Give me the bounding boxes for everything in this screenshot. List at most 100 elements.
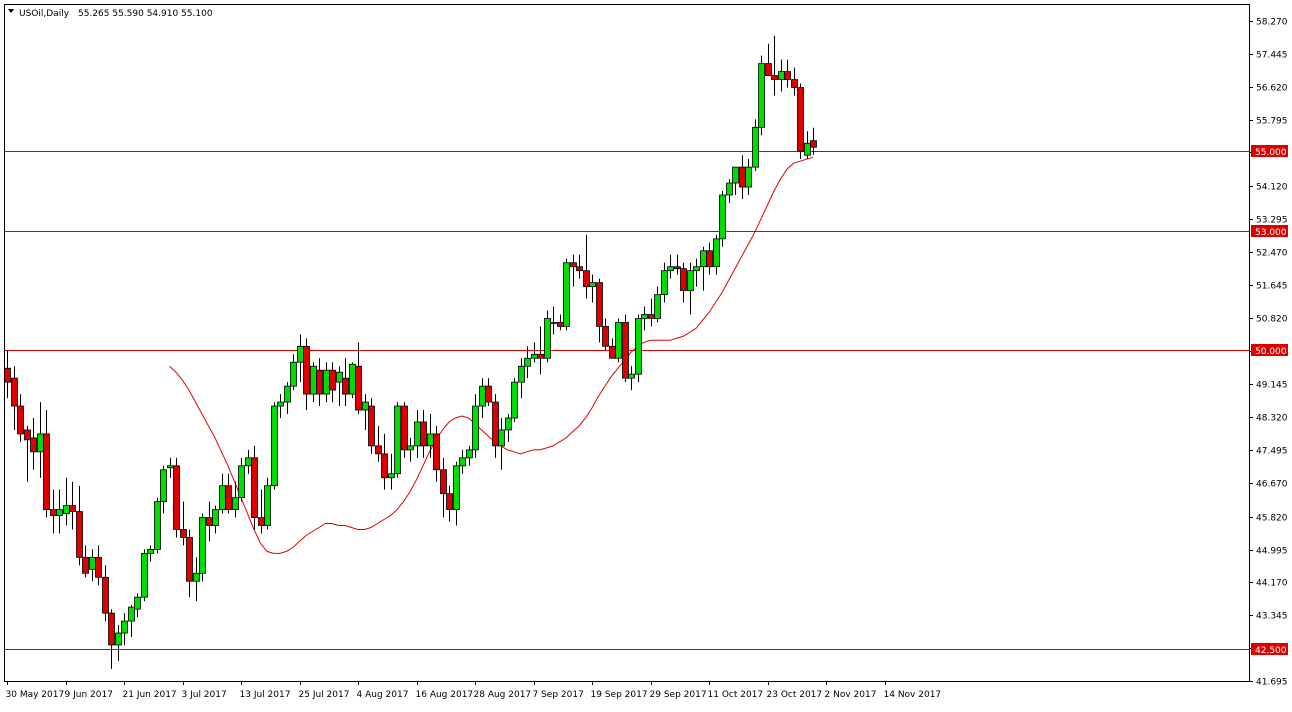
- candle-body: [394, 405, 401, 475]
- candle-body: [225, 485, 232, 510]
- candle-body: [121, 620, 128, 634]
- candle-101: [661, 262, 668, 303]
- candle-body: [635, 318, 642, 375]
- candle-body: [427, 433, 434, 447]
- candle-body: [661, 270, 668, 295]
- candle-body: [69, 505, 76, 512]
- price-tick-label: 55.795: [1256, 117, 1288, 127]
- price-tick-label: 48.320: [1256, 414, 1288, 424]
- candle-body: [648, 314, 655, 319]
- candle-35: [232, 481, 239, 518]
- candle-118: [771, 35, 778, 96]
- candle-80: [524, 346, 531, 379]
- candle-11: [76, 485, 83, 566]
- candle-body: [147, 548, 154, 554]
- candle-60: [394, 402, 401, 478]
- candle-body: [797, 87, 804, 152]
- candle-body: [245, 457, 252, 467]
- candle-body: [713, 238, 720, 268]
- ma-line: [169, 156, 814, 554]
- candle-59: [388, 453, 395, 490]
- candle-body: [102, 576, 109, 614]
- candle-body: [316, 369, 323, 395]
- candle-body: [498, 429, 505, 447]
- candle-body: [563, 262, 570, 327]
- candle-58: [381, 433, 388, 490]
- time-tick-label: 28 Aug 2017: [474, 690, 532, 700]
- candle-body: [128, 606, 135, 622]
- candle-body: [381, 453, 388, 479]
- price-tick-label: 53.295: [1256, 216, 1288, 226]
- price-tick-label: 52.470: [1256, 249, 1288, 259]
- level-label-2: 50.000: [1251, 344, 1288, 357]
- candle-21: [141, 549, 148, 602]
- time-tick-label: 21 Jun 2017: [123, 690, 177, 700]
- candle-body: [524, 357, 531, 367]
- candle-3: [24, 425, 31, 482]
- time-tick-label: 16 Aug 2017: [416, 690, 474, 700]
- candle-34: [225, 473, 232, 514]
- candle-92: [602, 318, 609, 351]
- candle-body: [537, 353, 544, 359]
- candle-62: [407, 437, 414, 462]
- candle-20: [134, 593, 141, 618]
- candle-body: [602, 326, 609, 347]
- candle-8: [56, 489, 63, 534]
- candle-36: [238, 457, 245, 502]
- candle-48: [316, 358, 323, 407]
- candle-body: [570, 262, 577, 268]
- candle-68: [446, 485, 453, 522]
- candle-body: [771, 75, 778, 80]
- candle-66: [433, 425, 440, 482]
- candle-1: [11, 366, 18, 430]
- candle-70: [459, 449, 466, 474]
- candle-body: [706, 250, 713, 268]
- candle-86: [563, 258, 570, 331]
- level-label-text: 50.000: [1255, 347, 1287, 357]
- candle-body: [557, 322, 564, 327]
- candle-body: [271, 405, 278, 487]
- candle-body: [362, 401, 369, 411]
- candle-body: [758, 63, 765, 128]
- candle-body: [745, 166, 752, 188]
- time-tick-label: 11 Oct 2017: [708, 690, 764, 700]
- candle-body: [453, 465, 460, 510]
- candle-body: [752, 126, 759, 168]
- candle-body: [30, 437, 37, 453]
- candle-body: [667, 266, 674, 272]
- candle-44: [290, 354, 297, 391]
- candle-83: [544, 310, 551, 363]
- candle-body: [693, 266, 700, 272]
- candle-2: [17, 394, 24, 442]
- candle-body: [37, 433, 44, 453]
- candle-103: [674, 254, 681, 275]
- price-tick-label: 57.445: [1256, 51, 1288, 61]
- price-tick-label: 49.145: [1256, 381, 1288, 391]
- level-label-text: 55.000: [1255, 148, 1287, 158]
- candle-95: [622, 314, 629, 383]
- price-tick-label: 47.495: [1256, 447, 1288, 457]
- candle-body: [251, 457, 258, 518]
- candle-23: [154, 497, 161, 554]
- candle-12: [82, 545, 89, 578]
- candle-0: [4, 350, 11, 399]
- candle-14: [95, 545, 102, 586]
- candle-120: [784, 59, 791, 88]
- candle-body: [115, 632, 122, 646]
- price-tick-label: 58.270: [1256, 18, 1288, 28]
- candle-64: [420, 410, 427, 458]
- candle-41: [271, 402, 278, 490]
- candle-body: [63, 505, 70, 514]
- level-price-labels: 55.000 53.000 50.000 42.500: [1251, 145, 1288, 656]
- candle-body: [89, 556, 96, 570]
- candle-102: [667, 254, 674, 279]
- candle-body: [141, 552, 148, 598]
- level-label-3: 42.500: [1251, 643, 1288, 656]
- level-label-box: [1251, 225, 1288, 237]
- candle-body: [11, 377, 18, 407]
- time-axis[interactable]: 30 May 2017 9 Jun 2017 21 Jun 2017 3 Jul 20…: [6, 681, 942, 700]
- candle-body: [492, 401, 499, 447]
- candle-body: [719, 194, 726, 240]
- symbol-menu-triangle-icon[interactable]: [8, 9, 14, 13]
- candle-body: [401, 405, 408, 451]
